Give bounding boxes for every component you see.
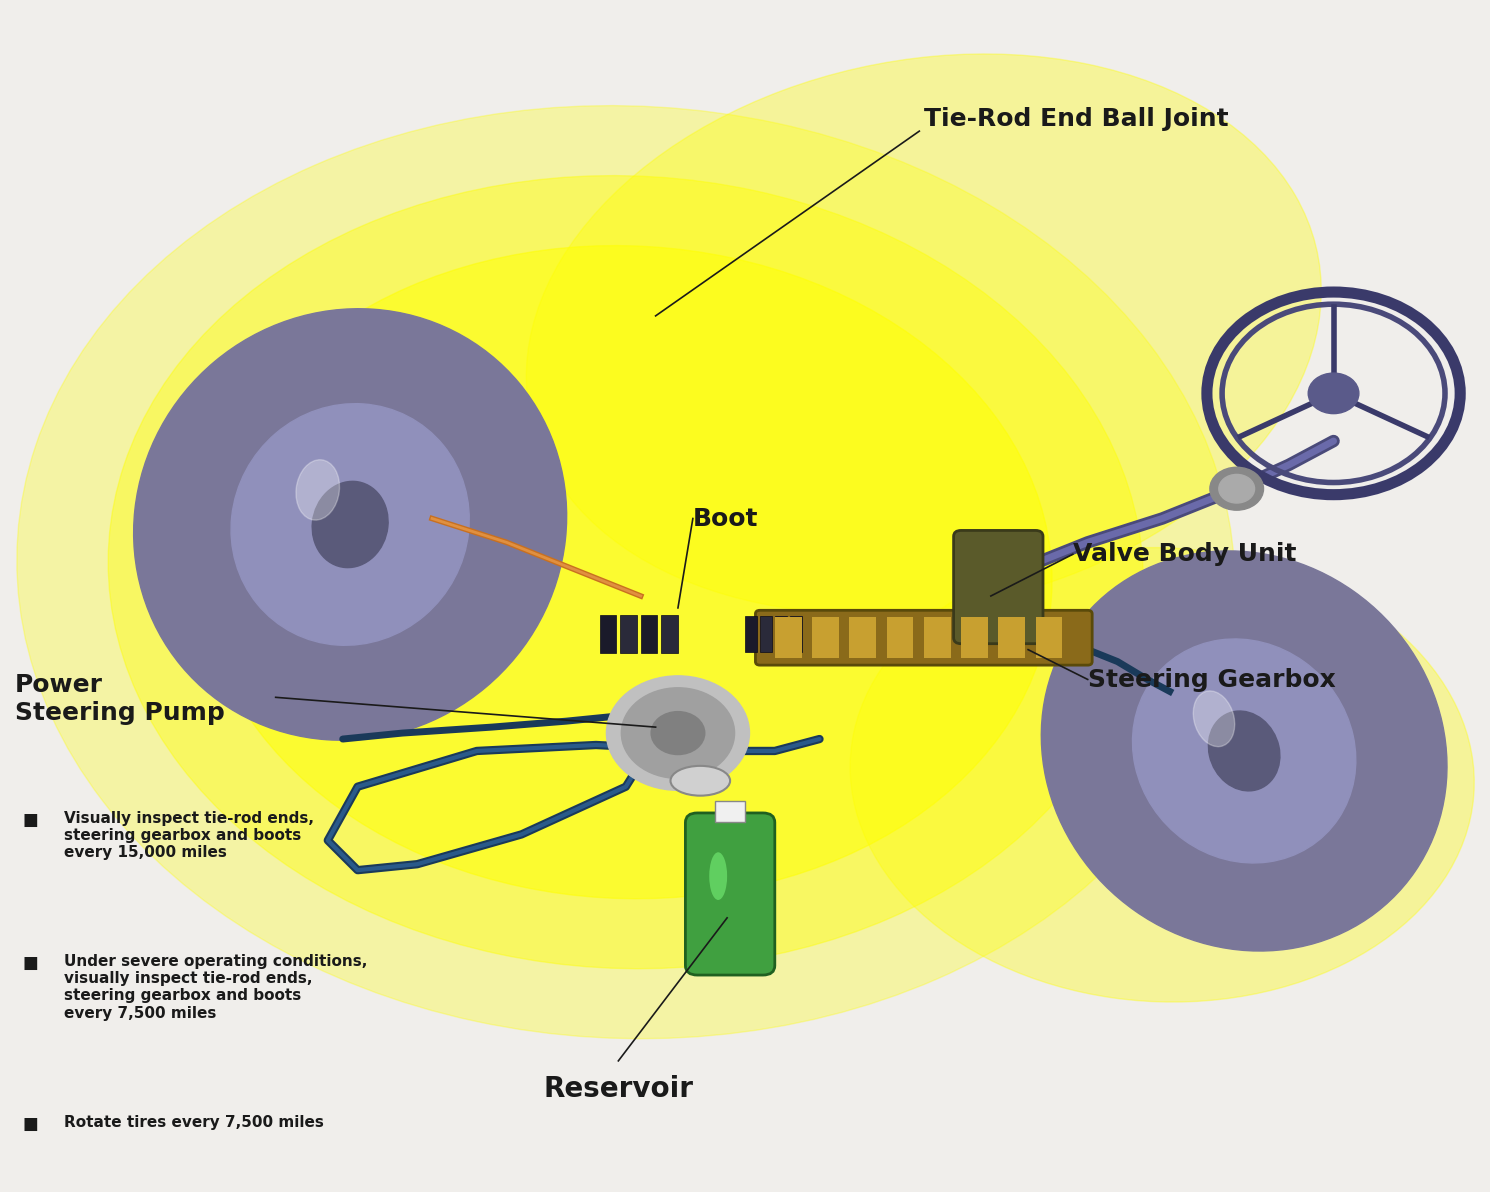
Bar bbox=[599, 615, 615, 653]
Circle shape bbox=[1219, 474, 1255, 503]
Bar bbox=[775, 617, 802, 658]
Ellipse shape bbox=[709, 852, 727, 900]
Ellipse shape bbox=[134, 309, 566, 740]
Bar bbox=[849, 617, 876, 658]
Bar bbox=[715, 801, 745, 822]
Text: Steering Gearbox: Steering Gearbox bbox=[1088, 668, 1335, 691]
Circle shape bbox=[606, 676, 749, 790]
Circle shape bbox=[1210, 467, 1264, 510]
Ellipse shape bbox=[16, 106, 1235, 1038]
Text: ■: ■ bbox=[22, 1115, 39, 1132]
Ellipse shape bbox=[1042, 551, 1447, 951]
Text: Power
Steering Pump: Power Steering Pump bbox=[15, 673, 225, 725]
Text: Visually inspect tie-rod ends,
steering gearbox and boots
every 15,000 miles: Visually inspect tie-rod ends, steering … bbox=[64, 811, 314, 861]
Text: Boot: Boot bbox=[693, 507, 758, 530]
Ellipse shape bbox=[1193, 691, 1235, 746]
Bar bbox=[887, 617, 913, 658]
Text: Reservoir: Reservoir bbox=[544, 1075, 693, 1103]
Bar bbox=[620, 615, 636, 653]
Circle shape bbox=[1308, 373, 1359, 414]
Bar bbox=[998, 617, 1025, 658]
Bar bbox=[790, 616, 802, 652]
Text: Under severe operating conditions,
visually inspect tie-rod ends,
steering gearb: Under severe operating conditions, visua… bbox=[64, 954, 368, 1020]
Bar bbox=[924, 617, 951, 658]
Ellipse shape bbox=[526, 54, 1322, 614]
Text: Rotate tires every 7,500 miles: Rotate tires every 7,500 miles bbox=[64, 1115, 323, 1130]
Bar bbox=[961, 617, 988, 658]
Text: Tie-Rod End Ball Joint: Tie-Rod End Ball Joint bbox=[924, 107, 1228, 131]
Ellipse shape bbox=[670, 766, 730, 796]
FancyBboxPatch shape bbox=[685, 813, 775, 975]
Ellipse shape bbox=[200, 246, 1052, 899]
Ellipse shape bbox=[231, 404, 469, 645]
FancyBboxPatch shape bbox=[755, 610, 1092, 665]
Bar bbox=[641, 615, 657, 653]
Ellipse shape bbox=[1132, 639, 1356, 863]
Bar bbox=[812, 617, 839, 658]
Ellipse shape bbox=[109, 175, 1143, 969]
Ellipse shape bbox=[851, 547, 1474, 1002]
Circle shape bbox=[621, 688, 735, 778]
Bar bbox=[760, 616, 772, 652]
Ellipse shape bbox=[313, 482, 387, 567]
Text: Valve Body Unit: Valve Body Unit bbox=[1073, 542, 1296, 566]
Bar bbox=[775, 616, 787, 652]
FancyBboxPatch shape bbox=[954, 530, 1043, 644]
Ellipse shape bbox=[297, 460, 340, 520]
Bar bbox=[1036, 617, 1062, 658]
Bar bbox=[745, 616, 757, 652]
Circle shape bbox=[651, 712, 705, 755]
Bar bbox=[662, 615, 678, 653]
Ellipse shape bbox=[1208, 712, 1280, 790]
Text: ■: ■ bbox=[22, 811, 39, 828]
Text: ■: ■ bbox=[22, 954, 39, 971]
